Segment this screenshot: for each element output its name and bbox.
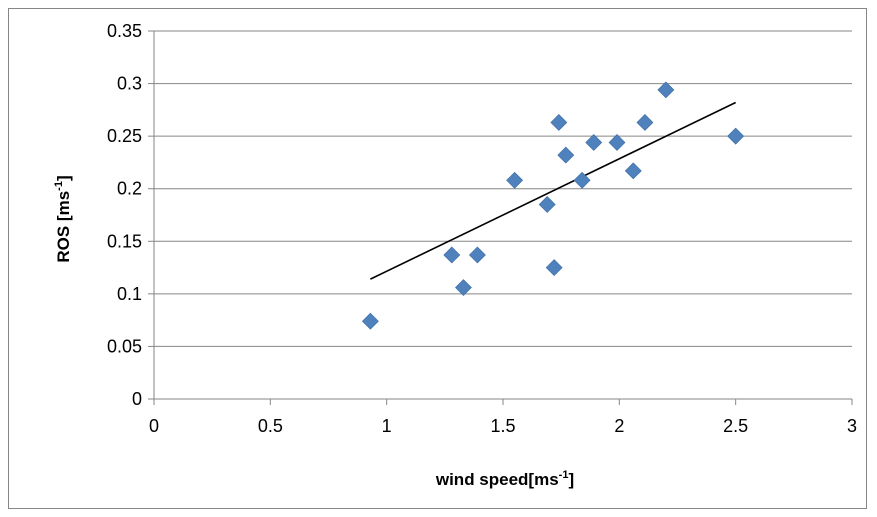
- data-point-marker: [727, 127, 745, 145]
- data-point-marker: [636, 114, 654, 131]
- y-tick-label: 0.2: [117, 179, 142, 199]
- x-tick-label: 1: [382, 416, 392, 436]
- data-point-marker: [608, 134, 626, 151]
- y-tick-label: 0.35: [107, 21, 142, 41]
- data-point-marker: [573, 171, 591, 189]
- data-point-marker: [657, 81, 675, 99]
- data-point-marker: [443, 246, 461, 264]
- data-point-marker: [506, 171, 524, 189]
- x-tick-labels: 0 0.5 1 1.5 2 2.5 3: [149, 416, 857, 436]
- x-tick-label: 0.5: [258, 416, 283, 436]
- data-point-marker: [624, 162, 642, 180]
- y-tick-label: 0.3: [117, 74, 142, 94]
- y-tick-label: 0: [132, 389, 142, 409]
- y-tick-label: 0.1: [117, 284, 142, 304]
- x-axis-title: wind speed[ms-1]: [435, 469, 574, 489]
- grid-lines: [154, 30, 852, 347]
- y-tick-labels: 0 0.05 0.1 0.15 0.2 0.25 0.3 0.35: [107, 21, 142, 409]
- x-tick-label: 2.5: [723, 416, 748, 436]
- data-points: [361, 81, 745, 330]
- x-tick-label: 3: [847, 416, 857, 436]
- x-tick-label: 0: [149, 416, 159, 436]
- x-tick-label: 2: [614, 416, 624, 436]
- axes: [148, 30, 853, 405]
- y-tick-label: 0.15: [107, 231, 142, 251]
- y-tick-label: 0.05: [107, 336, 142, 356]
- data-point-marker: [545, 259, 563, 276]
- trendline-layer: [370, 101, 737, 280]
- data-point-marker: [455, 279, 472, 296]
- y-axis-title: ROS [ms-1]: [53, 175, 73, 262]
- data-point-marker: [538, 196, 556, 213]
- data-point-marker: [468, 246, 486, 264]
- data-point-marker: [361, 312, 379, 330]
- linear-trendline: [370, 101, 737, 280]
- scatter-chart: 0 0.05 0.1 0.15 0.2 0.25 0.3 0.35 0 0.5 1 1.5 2 2.5 3…: [53, 21, 857, 489]
- data-point-marker: [585, 134, 603, 151]
- data-point-marker: [550, 114, 568, 131]
- x-tick-label: 1.5: [490, 416, 515, 436]
- y-tick-label: 0.25: [107, 126, 142, 146]
- chart-area: 0 0.05 0.1 0.15 0.2 0.25 0.3 0.35 0 0.5 1 1.5 2 2.5 3…: [8, 8, 867, 509]
- data-point-marker: [557, 146, 575, 164]
